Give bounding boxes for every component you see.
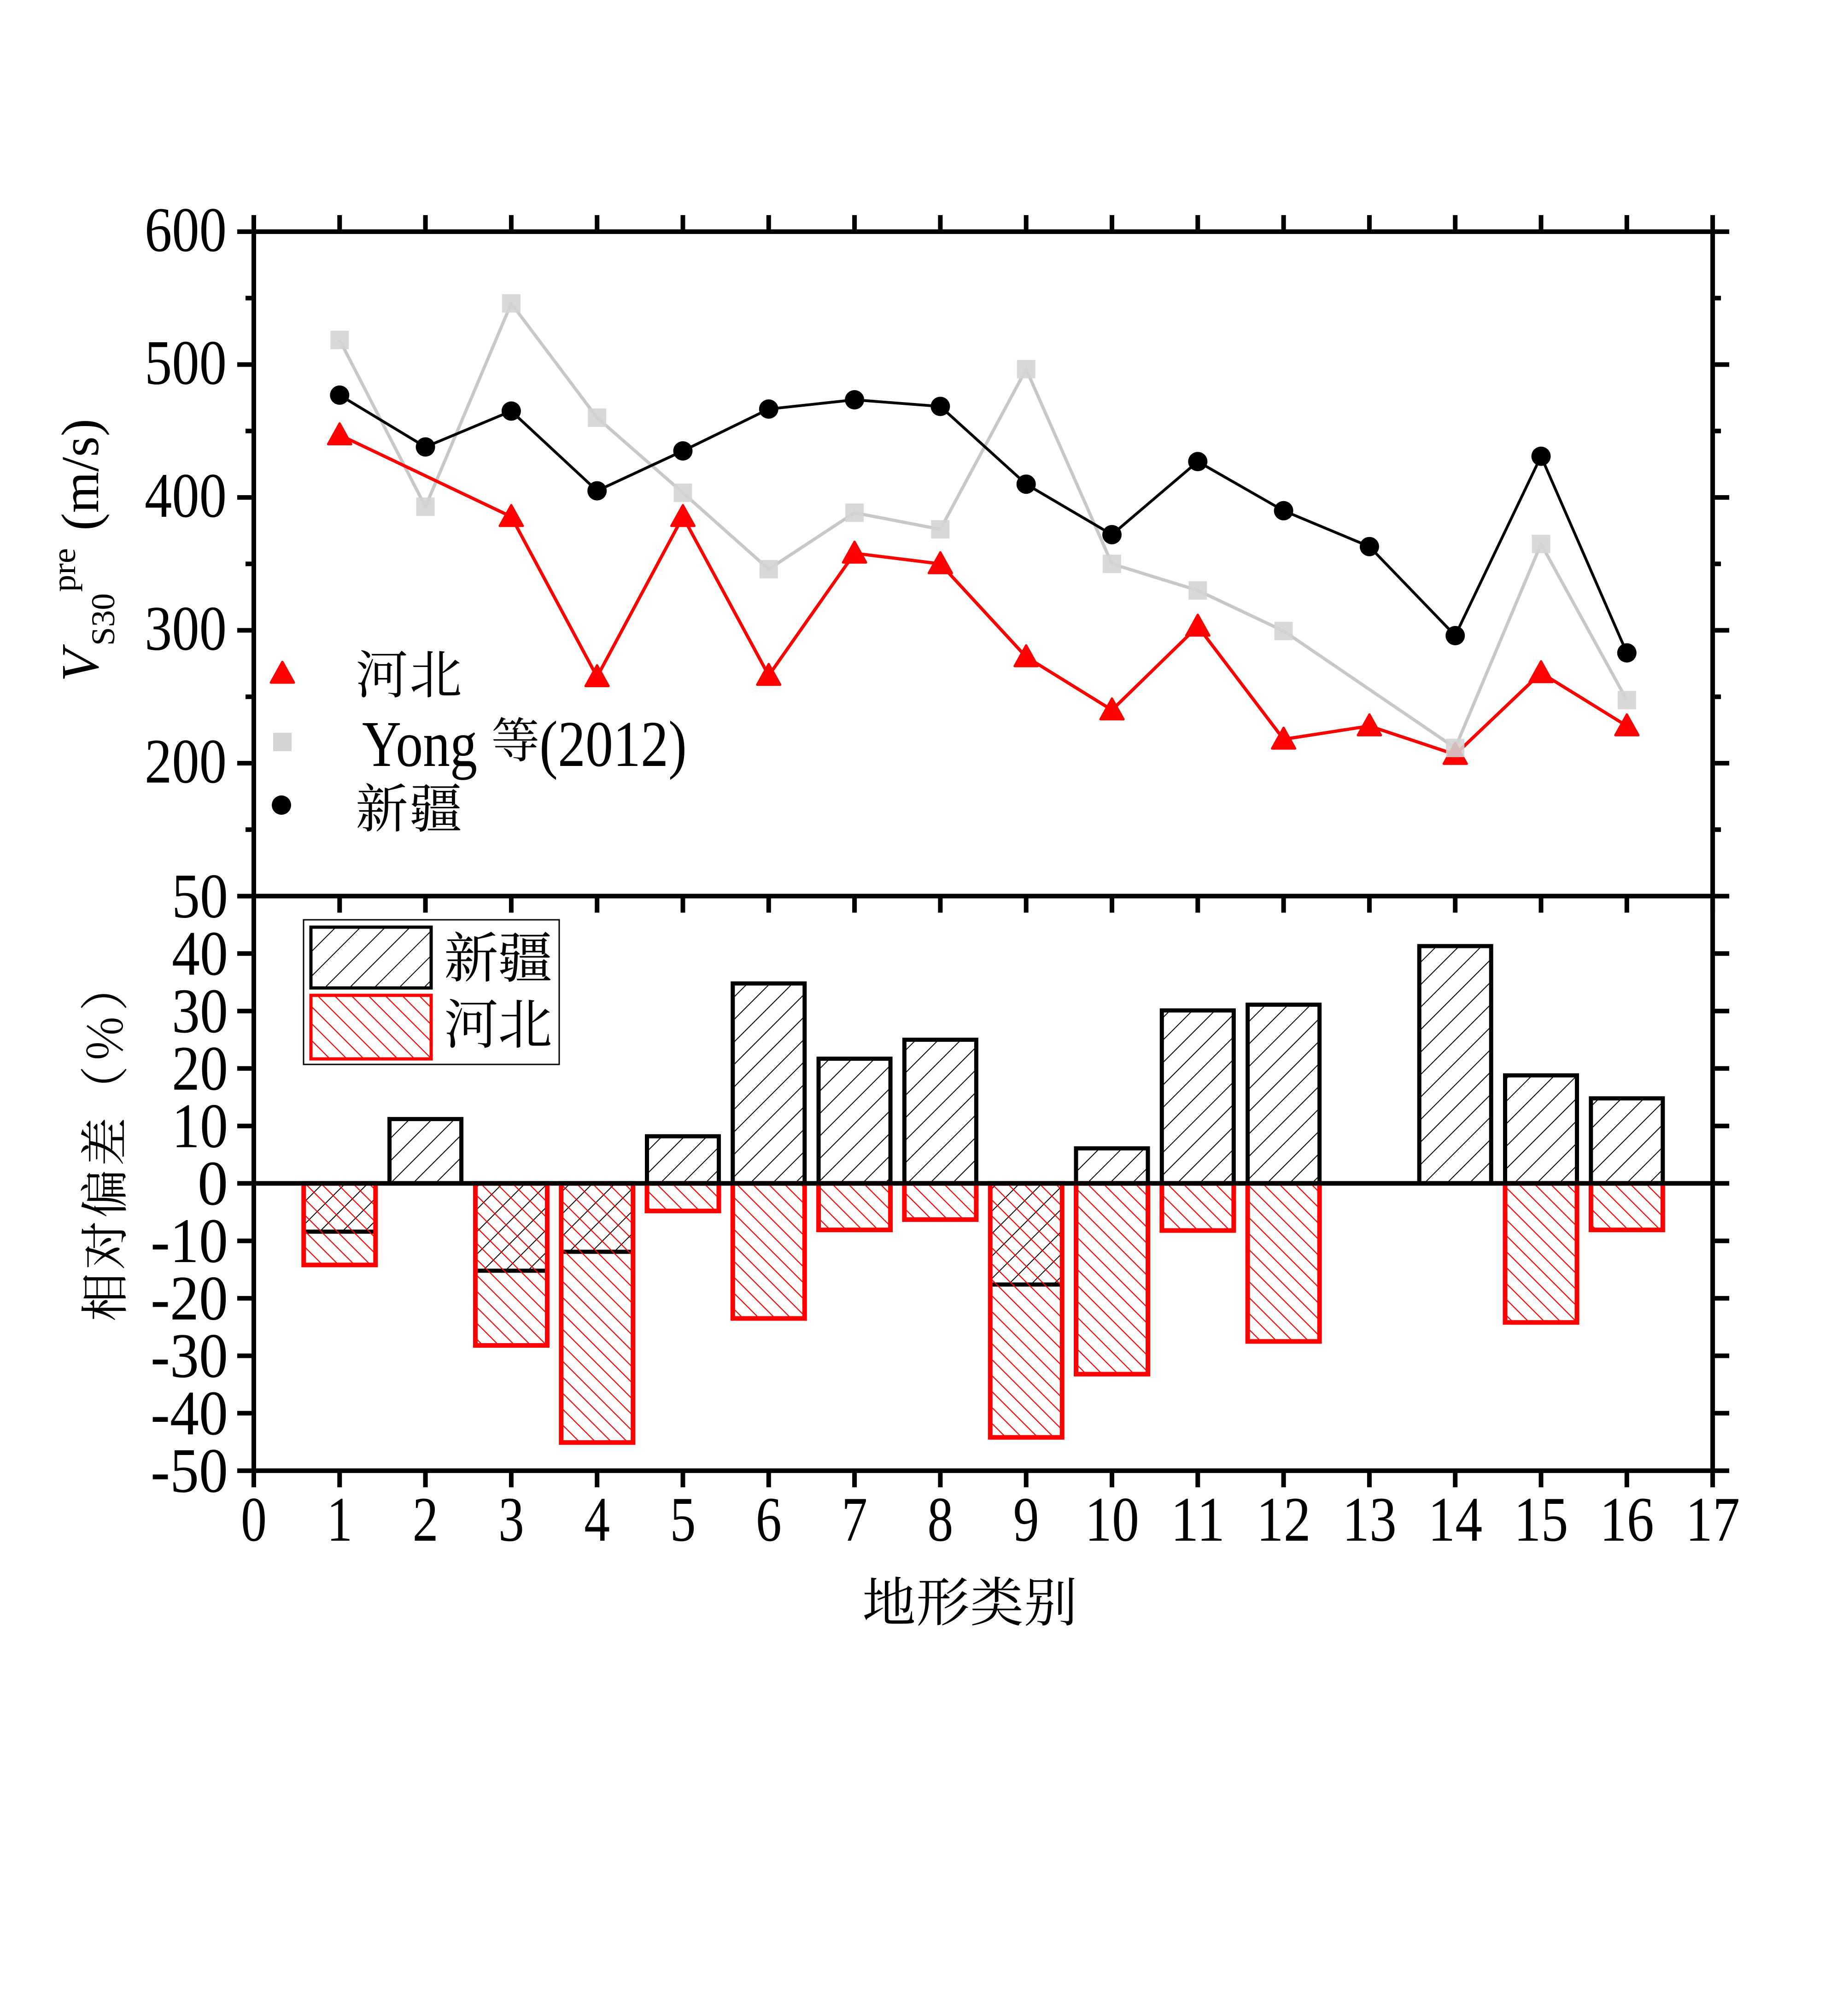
svg-text:6: 6 bbox=[756, 1484, 782, 1554]
svg-text:S30: S30 bbox=[85, 593, 122, 646]
svg-text:-50: -50 bbox=[151, 1435, 228, 1506]
svg-text:11: 11 bbox=[1170, 1484, 1225, 1554]
svg-text:1: 1 bbox=[327, 1484, 352, 1554]
svg-text:(2012): (2012) bbox=[539, 707, 687, 780]
svg-text:(m/s): (m/s) bbox=[51, 419, 110, 531]
svg-text:30: 30 bbox=[172, 976, 228, 1046]
svg-text:15: 15 bbox=[1514, 1484, 1568, 1554]
svg-text:-40: -40 bbox=[151, 1378, 228, 1448]
svg-text:20: 20 bbox=[172, 1033, 228, 1104]
svg-text:500: 500 bbox=[145, 327, 227, 398]
svg-text:9: 9 bbox=[1013, 1484, 1039, 1554]
svg-text:8: 8 bbox=[927, 1484, 953, 1554]
svg-text:-20: -20 bbox=[151, 1263, 228, 1333]
svg-text:200: 200 bbox=[145, 726, 227, 796]
svg-text:4: 4 bbox=[584, 1484, 610, 1554]
svg-text:10: 10 bbox=[1085, 1484, 1139, 1554]
svg-text:400: 400 bbox=[145, 460, 227, 531]
svg-text:16: 16 bbox=[1600, 1484, 1654, 1554]
svg-text:0: 0 bbox=[198, 1148, 228, 1218]
svg-text:13: 13 bbox=[1342, 1484, 1397, 1554]
svg-text:3: 3 bbox=[498, 1484, 524, 1554]
svg-text:-10: -10 bbox=[151, 1205, 228, 1276]
svg-text:10: 10 bbox=[172, 1091, 228, 1161]
svg-text:12: 12 bbox=[1257, 1484, 1311, 1554]
svg-text:2: 2 bbox=[413, 1484, 439, 1554]
svg-text:5: 5 bbox=[670, 1484, 696, 1554]
svg-text:pre: pre bbox=[46, 548, 82, 592]
svg-text:14: 14 bbox=[1428, 1484, 1482, 1554]
svg-text:-30: -30 bbox=[151, 1321, 228, 1391]
svg-text:0: 0 bbox=[241, 1484, 267, 1554]
svg-text:V: V bbox=[51, 644, 110, 682]
svg-text:600: 600 bbox=[145, 194, 227, 265]
svg-text:7: 7 bbox=[842, 1484, 867, 1554]
svg-text:40: 40 bbox=[172, 918, 228, 988]
svg-text:50: 50 bbox=[172, 861, 228, 931]
svg-text:Yong: Yong bbox=[362, 707, 477, 780]
svg-text:17: 17 bbox=[1685, 1484, 1740, 1554]
svg-text:300: 300 bbox=[145, 593, 227, 664]
